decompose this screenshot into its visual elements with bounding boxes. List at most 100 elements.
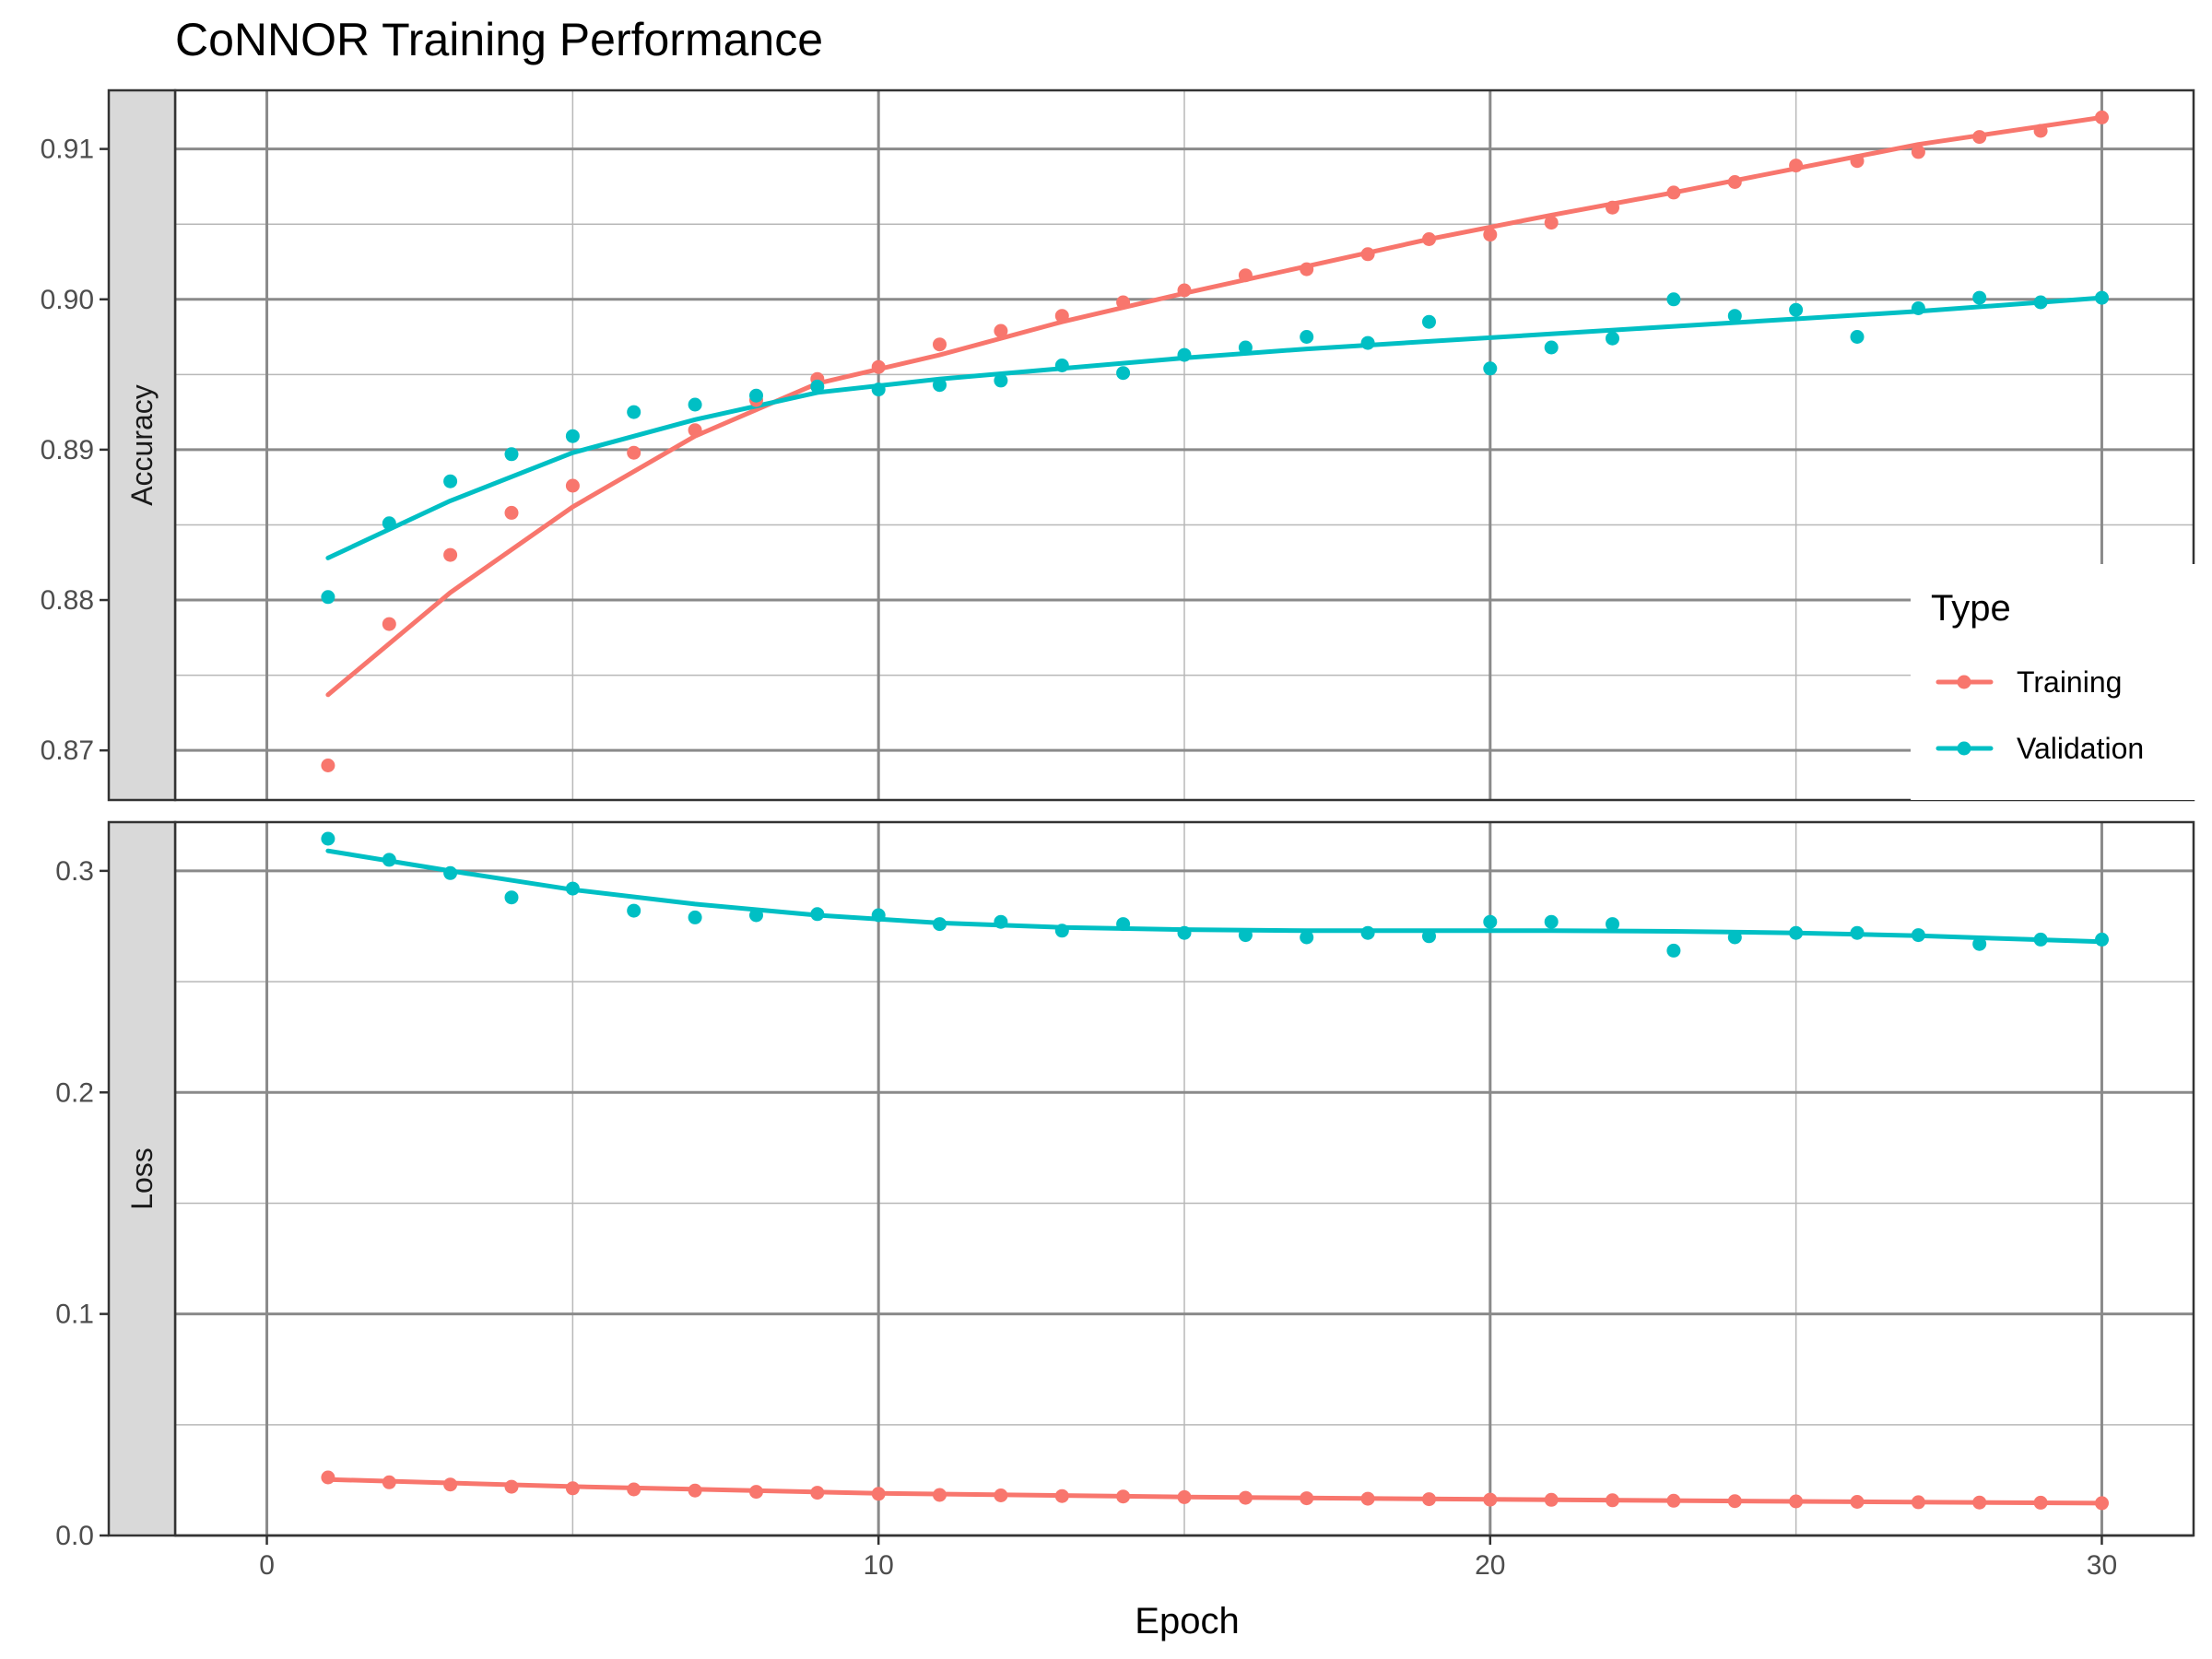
loss-training-point-epoch-26 <box>1850 1495 1865 1509</box>
accuracy-validation-point-epoch-14 <box>1116 366 1131 381</box>
loss-training-point-epoch-12 <box>994 1488 1008 1502</box>
accuracy-validation-point-epoch-25 <box>1789 302 1804 317</box>
loss-validation-point-epoch-27 <box>1911 928 1925 943</box>
accuracy-training-point-epoch-27 <box>1911 145 1925 159</box>
legend-entries: Training Validation <box>1936 665 2144 765</box>
accuracy-training-point-epoch-25 <box>1789 159 1804 173</box>
loss-training-point-epoch-5 <box>565 1481 580 1496</box>
accuracy-validation-point-epoch-20 <box>1483 361 1498 376</box>
legend-key-point-validation <box>1957 741 1971 756</box>
loss-training-point-epoch-4 <box>504 1479 519 1494</box>
legend-key-point-training <box>1957 675 1971 689</box>
accuracy-validation-point-epoch-28 <box>1972 290 1987 305</box>
loss-training-point-epoch-29 <box>2033 1495 2048 1510</box>
loss-validation-point-epoch-11 <box>933 917 947 932</box>
loss-y-ticks: 0.0 0.1 0.2 0.3 <box>55 856 109 1551</box>
loss-validation-point-epoch-24 <box>1727 930 1742 945</box>
loss-validation-point-epoch-2 <box>382 853 396 867</box>
accuracy-points <box>321 110 2109 772</box>
accuracy-validation-point-epoch-23 <box>1666 292 1681 307</box>
loss-minor-x-gridlines <box>571 822 1797 1535</box>
loss-training-point-epoch-22 <box>1606 1493 1619 1508</box>
loss-validation-point-epoch-16 <box>1238 928 1253 943</box>
loss-strip <box>107 820 177 1537</box>
accuracy-training-point-epoch-7 <box>688 423 702 438</box>
loss-training-point-epoch-14 <box>1116 1489 1131 1504</box>
loss-validation-point-epoch-12 <box>994 914 1008 929</box>
accuracy-validation-point-epoch-27 <box>1911 301 1925 315</box>
accuracy-validation-point-epoch-3 <box>443 474 458 488</box>
x-axis-title: Epoch <box>1135 1601 1239 1641</box>
loss-validation-point-epoch-1 <box>321 831 335 846</box>
loss-validation-point-epoch-9 <box>810 907 825 922</box>
accuracy-y-tick-label-2: 0.89 <box>41 435 94 465</box>
loss-training-point-epoch-9 <box>810 1486 825 1500</box>
accuracy-training-point-epoch-4 <box>504 505 519 520</box>
accuracy-y-tick-label-3: 0.90 <box>41 285 94 315</box>
accuracy-y-tick-label-1: 0.88 <box>41 585 94 616</box>
accuracy-training-point-epoch-2 <box>382 617 396 631</box>
accuracy-y-tick-label-0: 0.87 <box>41 735 94 766</box>
accuracy-training-point-epoch-11 <box>933 337 947 352</box>
loss-validation-point-epoch-19 <box>1422 929 1436 944</box>
accuracy-validation-point-epoch-19 <box>1422 314 1436 329</box>
loss-training-point-epoch-6 <box>627 1482 641 1497</box>
accuracy-major-gridlines <box>175 147 2194 752</box>
chart-title: CoNNOR Training Performance <box>175 14 823 65</box>
accuracy-validation-point-epoch-11 <box>933 378 947 393</box>
legend-title: Type <box>1931 588 2011 629</box>
loss-validation-point-epoch-21 <box>1544 914 1559 929</box>
loss-training-point-epoch-2 <box>382 1475 396 1489</box>
loss-training-point-epoch-3 <box>443 1477 458 1492</box>
loss-training-point-epoch-20 <box>1483 1492 1498 1507</box>
accuracy-training-point-epoch-22 <box>1606 200 1619 215</box>
x-tick-label-1: 10 <box>863 1550 893 1581</box>
loss-validation-point-epoch-14 <box>1116 917 1131 932</box>
loss-training-point-epoch-8 <box>749 1485 763 1500</box>
accuracy-training-point-epoch-10 <box>871 359 886 374</box>
loss-training-point-epoch-10 <box>871 1487 886 1501</box>
loss-panel: Loss 0.0 0.1 0.2 0.3 <box>55 820 2195 1551</box>
x-tick-label-0: 0 <box>259 1550 275 1581</box>
accuracy-validation-point-epoch-30 <box>2095 290 2109 305</box>
accuracy-validation-point-epoch-13 <box>1054 359 1069 372</box>
loss-training-point-epoch-13 <box>1054 1488 1069 1503</box>
accuracy-validation-point-epoch-4 <box>504 447 519 462</box>
accuracy-strip-label: Accuracy <box>125 384 159 506</box>
accuracy-strip <box>107 88 177 802</box>
accuracy-training-point-epoch-14 <box>1116 295 1131 310</box>
x-tick-label-3: 30 <box>2087 1550 2117 1581</box>
loss-validation-point-epoch-25 <box>1789 925 1804 940</box>
loss-validation-point-epoch-3 <box>443 865 458 880</box>
x-tick-label-2: 20 <box>1475 1550 1505 1581</box>
loss-validation-point-epoch-23 <box>1666 943 1681 958</box>
accuracy-validation-point-epoch-5 <box>565 429 580 443</box>
accuracy-validation-point-epoch-16 <box>1238 340 1253 355</box>
loss-validation-point-epoch-22 <box>1606 917 1619 932</box>
accuracy-training-point-epoch-13 <box>1054 309 1069 324</box>
loss-validation-point-epoch-6 <box>627 903 641 918</box>
accuracy-validation-point-epoch-26 <box>1850 330 1865 344</box>
accuracy-validation-point-epoch-29 <box>2033 295 2048 310</box>
loss-y-tick-label-0: 0.0 <box>55 1521 94 1551</box>
loss-validation-point-epoch-7 <box>688 910 702 924</box>
loss-training-point-epoch-23 <box>1666 1493 1681 1508</box>
accuracy-y-ticks: 0.87 0.88 0.89 0.90 0.91 <box>41 135 109 766</box>
accuracy-training-point-epoch-3 <box>443 547 458 562</box>
loss-training-point-epoch-7 <box>688 1483 702 1498</box>
loss-training-point-epoch-19 <box>1422 1492 1436 1507</box>
loss-training-point-epoch-11 <box>933 1488 947 1502</box>
loss-training-point-epoch-27 <box>1911 1495 1925 1510</box>
accuracy-training-point-epoch-15 <box>1177 283 1192 298</box>
loss-validation-point-epoch-29 <box>2033 932 2048 947</box>
loss-training-point-epoch-21 <box>1544 1492 1559 1507</box>
loss-validation-point-epoch-28 <box>1972 936 1987 951</box>
accuracy-validation-point-epoch-6 <box>627 405 641 419</box>
accuracy-training-point-epoch-6 <box>627 445 641 460</box>
accuracy-training-point-epoch-26 <box>1850 154 1865 169</box>
accuracy-training-point-epoch-29 <box>2033 124 2048 138</box>
loss-training-point-epoch-25 <box>1789 1494 1804 1509</box>
loss-training-point-epoch-18 <box>1360 1491 1375 1506</box>
accuracy-training-point-epoch-30 <box>2095 110 2109 124</box>
